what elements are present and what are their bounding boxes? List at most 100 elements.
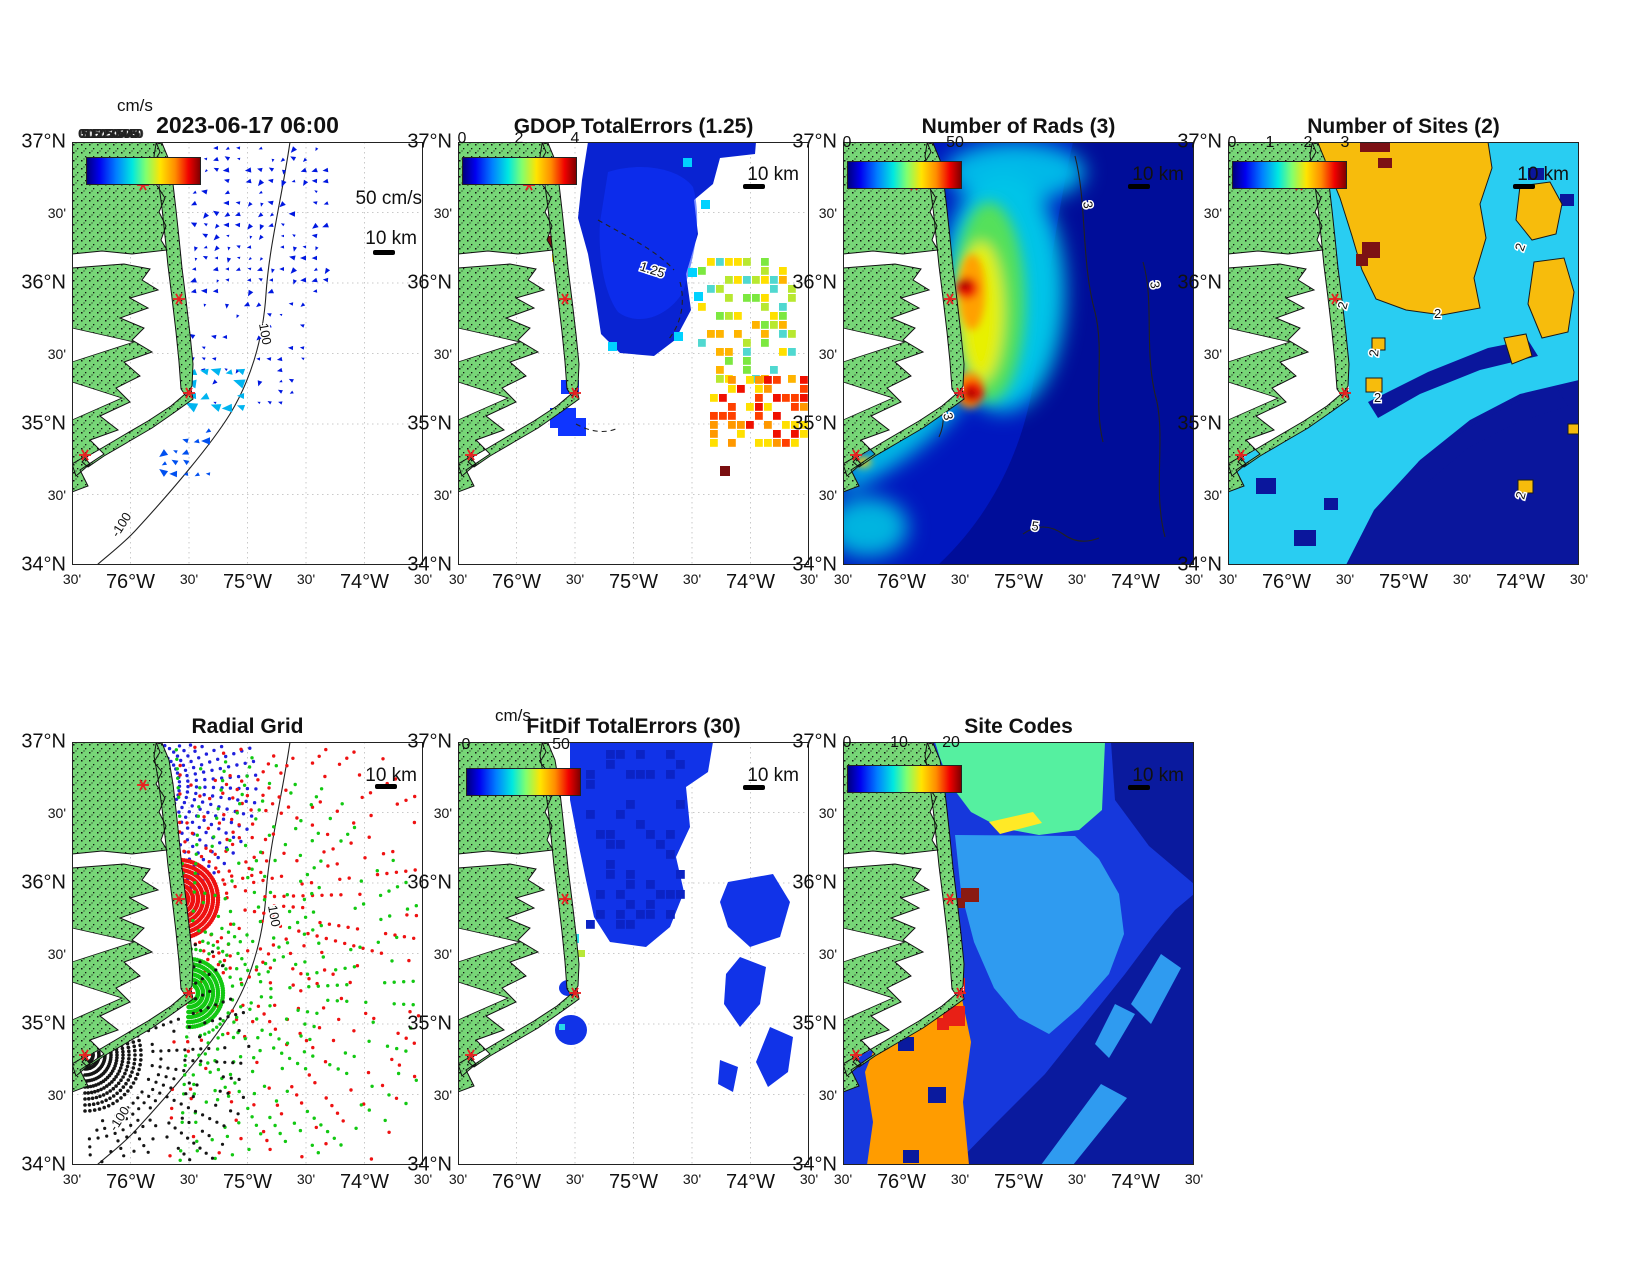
colorbar-tick: 0 [842, 734, 852, 751]
lon-tick-label: 76°W [491, 1171, 542, 1193]
panel-title: Site Codes [964, 715, 1073, 738]
map-fitdif [458, 742, 809, 1165]
panel-current-vectors: 2023-06-17 06:00 cm/s 37°N 30' 36°N 30' … [21, 96, 432, 593]
lon-tick-label: 30' [799, 1171, 819, 1187]
lat-tick-label: 36°N [792, 871, 837, 894]
colorbar-tick: 20 [942, 734, 960, 751]
lon-tick-label: 76°W [876, 571, 927, 593]
lat-tick-label: 34°N [792, 553, 837, 576]
contour-label: 100 [256, 322, 275, 346]
lat-tick-label: 37°N [792, 130, 837, 153]
lat-tick-label: 30' [818, 486, 837, 503]
colorbar-tick-labels-overlapped: 0 5 10 15 20 25 30 35 40 45 50 [78, 126, 143, 140]
panel-number-of-sites: Number of Sites (2) 37°N 30' 36°N 30' 35… [1177, 115, 1588, 593]
lon-tick-label: 30' [296, 1171, 316, 1187]
lat-tick-label: 34°N [792, 1153, 837, 1176]
lon-tick-label: 30' [413, 571, 433, 587]
lat-tick-label: 30' [818, 204, 837, 221]
scale-bar [743, 184, 765, 189]
lon-tick-label: 30' [296, 571, 316, 587]
lat-tick-label: 34°N [407, 553, 452, 576]
lon-tick-label: 74°W [1495, 571, 1546, 593]
colorbar-tick: 0 [457, 130, 467, 147]
scale-bar [1128, 785, 1150, 790]
scale-bar [743, 785, 765, 790]
panel-number-of-rads: Number of Rads (3) 37°N 30' 36°N 30' 35°… [792, 115, 1203, 593]
lat-tick-label: 30' [47, 1086, 66, 1103]
lat-tick-label: 36°N [792, 271, 837, 294]
lon-tick-label: 30' [1452, 571, 1472, 587]
reference-vector-label: 50 cm/s [355, 188, 422, 209]
lon-tick-label: 76°W [105, 571, 156, 593]
gdop-scatter-cells [698, 258, 808, 447]
lat-tick-label: 30' [47, 345, 66, 362]
lon-tick-label: 30' [565, 1171, 585, 1187]
lon-tick-label: 30' [1569, 571, 1589, 587]
lon-tick-label: 74°W [1110, 1171, 1161, 1193]
gdop-field [542, 142, 808, 476]
lon-tick-label: 30' [448, 1171, 468, 1187]
map-radial-grid: 100 -100 [72, 742, 423, 1165]
lat-tick-label: 30' [433, 1086, 452, 1103]
lat-tick-label: 36°N [407, 271, 452, 294]
scale-bar-label: 10 km [747, 765, 799, 786]
colorbar-tick-labels: 0 10 20 [843, 734, 960, 751]
lat-tick-label: 36°N [21, 871, 66, 894]
lon-tick-label: 30' [62, 571, 82, 587]
map-site-codes [843, 742, 1194, 1165]
colorbar-tick-labels: 0 50 [462, 736, 579, 753]
lon-tick-label: 30' [448, 571, 468, 587]
contour-label: 100 [265, 904, 284, 928]
lon-tick-label: 30' [950, 571, 970, 587]
lon-tick-label: 74°W [725, 1171, 776, 1193]
contour-label: 2 [1374, 390, 1381, 405]
lon-tick-label: 30' [62, 1171, 82, 1187]
colorbar-tick: 50 [552, 736, 570, 753]
lon-tick-label: 30' [833, 571, 853, 587]
panel-fitdif-totalerrors: FitDif TotalErrors (30) cm/s 37°N 30' 36… [407, 706, 818, 1193]
lat-tick-label: 30' [1203, 345, 1222, 362]
lat-tick-label: 35°N [792, 412, 837, 435]
lon-tick-label: 30' [1067, 1171, 1087, 1187]
lon-tick-label: 30' [1184, 1171, 1204, 1187]
lon-tick-label: 30' [565, 571, 585, 587]
lat-tick-label: 36°N [21, 271, 66, 294]
lat-tick-label: 36°N [407, 871, 452, 894]
lon-tick-label: 76°W [876, 1171, 927, 1193]
colorbar [466, 768, 581, 796]
colorbar-tick: 4 [570, 130, 580, 147]
lon-tick-label: 30' [179, 1171, 199, 1187]
panel-title: Number of Sites (2) [1307, 115, 1500, 138]
lon-tick-label: 75°W [608, 1171, 659, 1193]
panel-title: Radial Grid [191, 715, 304, 738]
fitdif-dark-cells [586, 750, 685, 929]
contour-label: 2 [1434, 306, 1441, 321]
scale-bar-label: 10 km [747, 164, 799, 185]
colorbar-tick: 50 [946, 134, 964, 151]
lat-tick-label: 30' [433, 204, 452, 221]
scale-bar-label: 10 km [365, 228, 417, 249]
colorbar-tick-labels: 0 1 2 3 [1228, 134, 1350, 151]
scale-bar-label: 10 km [1132, 765, 1184, 786]
lat-tick-label: 37°N [407, 130, 452, 153]
panel-title: FitDif TotalErrors (30) [526, 715, 741, 738]
lon-tick-label: 30' [1184, 571, 1204, 587]
lon-tick-label: 75°W [1378, 571, 1429, 593]
lon-tick-label: 74°W [339, 1171, 390, 1193]
lon-tick-label: 76°W [105, 1171, 156, 1193]
colorbar-tick: 2 [514, 130, 524, 147]
lon-tick-label: 30' [179, 571, 199, 587]
lon-tick-label: 30' [950, 1171, 970, 1187]
map-current-vectors: 100 -100 [72, 142, 423, 565]
lat-tick-label: 34°N [1177, 553, 1222, 576]
scale-bar [373, 250, 395, 255]
land [72, 742, 193, 1092]
lat-tick-label: 30' [433, 486, 452, 503]
lat-tick-label: 30' [433, 345, 452, 362]
lat-tick-label: 37°N [407, 730, 452, 753]
colorbar-tick-labels: 0 50 [843, 134, 964, 151]
lat-tick-label: 30' [433, 945, 452, 962]
scale-bar-label: 10 km [1132, 164, 1184, 185]
lat-tick-label: 30' [818, 804, 837, 821]
colorbar [462, 157, 577, 185]
